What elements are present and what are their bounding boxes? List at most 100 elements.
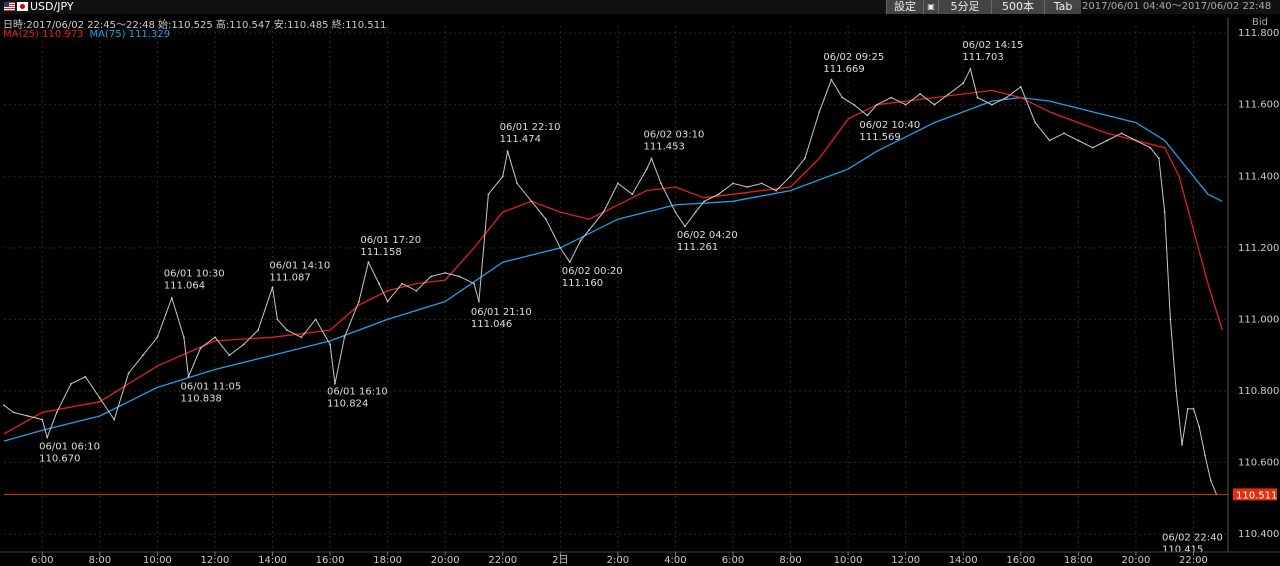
- price-point: [588, 229, 590, 231]
- price-point: [187, 375, 190, 378]
- x-tick-label: 14:00: [258, 555, 287, 566]
- annotation-value: 111.064: [164, 281, 205, 292]
- price-point: [866, 114, 869, 117]
- price-point: [386, 300, 389, 303]
- price-point: [804, 157, 806, 160]
- series-layer: [3, 67, 1228, 496]
- annotation-time: 06/01 14:10: [269, 260, 330, 271]
- x-tick-label: 20:00: [431, 555, 460, 566]
- price-point: [183, 336, 185, 339]
- x-tick-label: 6:00: [31, 555, 53, 566]
- price-point: [969, 68, 972, 70]
- y-tick-label: 110.400: [1238, 529, 1279, 540]
- annotation-value: 111.087: [269, 272, 310, 283]
- annotation-time: 06/01 06:10: [39, 441, 100, 452]
- price-point: [1019, 85, 1022, 88]
- price-point: [367, 261, 370, 264]
- annotation-value: 110.415: [1162, 545, 1203, 556]
- price-point: [156, 336, 159, 339]
- price-point: [830, 78, 833, 81]
- annotation-time: 06/02 04:20: [677, 230, 738, 241]
- price-point: [1034, 121, 1037, 124]
- annotation-value: 111.158: [360, 247, 401, 258]
- price-point: [568, 261, 571, 264]
- x-tick-label: 4:00: [664, 555, 686, 566]
- current-price-label: 110.511: [1236, 490, 1277, 501]
- y-tick-label: 110.800: [1238, 386, 1279, 397]
- annotation-time: 06/02 10:40: [859, 120, 920, 131]
- ma75-legend: MA(75) 111.329: [89, 29, 171, 40]
- tab-button[interactable]: Tab: [1044, 0, 1081, 14]
- price-point: [378, 282, 380, 285]
- ma25-line: [3, 89, 1223, 435]
- y-tick-label: 111.400: [1238, 171, 1279, 182]
- price-point: [717, 193, 720, 196]
- annotation-value: 110.838: [180, 393, 221, 404]
- price-point: [876, 103, 878, 106]
- price-point: [933, 103, 936, 106]
- y-tick-label: 111.800: [1238, 28, 1279, 39]
- annotation-time: 06/01 17:20: [360, 235, 421, 246]
- price-point: [559, 247, 562, 249]
- price-point: [660, 182, 662, 185]
- price-point: [602, 211, 605, 214]
- price-point: [746, 186, 749, 188]
- x-axis: 6:00 8:00 10:00 12:00 14:00 16:00 18:00 20:00 22…: [0, 551, 1280, 566]
- price-point: [271, 286, 274, 289]
- bar-count-select[interactable]: 500本: [991, 0, 1044, 14]
- price-point: [343, 336, 346, 339]
- x-tick-label: 8:00: [89, 555, 111, 566]
- price-point: [444, 272, 447, 274]
- price-point: [98, 397, 101, 399]
- currency-pair: USD/JPY: [4, 0, 74, 14]
- ohlc-info: 日時:2017/06/02 22:45～22:48 始:110.525 高:11…: [3, 20, 387, 31]
- y-tick-label: 110.600: [1238, 458, 1279, 469]
- settings-button[interactable]: 設定: [886, 0, 923, 14]
- pair-label: USD/JPY: [30, 0, 74, 13]
- y-tick-label: 111.200: [1238, 243, 1279, 254]
- annotation-time: 06/01 16:10: [327, 386, 388, 397]
- price-point: [732, 182, 734, 185]
- price-point: [684, 225, 686, 228]
- price-point: [1077, 139, 1080, 142]
- y-tick-label: 111.600: [1238, 100, 1279, 111]
- price-point: [401, 282, 403, 285]
- price-point: [276, 318, 279, 321]
- jp-flag-icon: [17, 2, 28, 11]
- menu-icon[interactable]: ▣: [923, 0, 938, 14]
- annotation-time: 06/02 03:10: [644, 129, 705, 140]
- x-tick-label: 22:00: [488, 555, 517, 566]
- price-point: [694, 211, 697, 214]
- x-tick-label: 16:00: [1006, 555, 1035, 566]
- price-point: [1186, 408, 1189, 410]
- x-tick-label: 2:00: [607, 555, 629, 566]
- annotation-value: 110.670: [39, 453, 80, 464]
- x-tick-label: 2日: [552, 555, 568, 566]
- price-point: [429, 275, 432, 278]
- price-point: [1163, 211, 1166, 214]
- price-point: [645, 168, 648, 171]
- price-point: [545, 218, 547, 221]
- price-point: [1204, 454, 1206, 457]
- price-point: [478, 300, 480, 303]
- price-point: [286, 329, 288, 331]
- interval-select[interactable]: 5分足: [938, 0, 991, 14]
- price-point: [1149, 146, 1152, 149]
- annotation-time: 06/02 09:25: [823, 52, 884, 63]
- annotation-time: 06/02 22:40: [1162, 533, 1223, 544]
- price-point: [46, 436, 49, 439]
- price-point: [516, 182, 518, 185]
- price-point: [199, 347, 202, 349]
- x-tick-label: 14:00: [949, 555, 978, 566]
- annotation-value: 111.046: [471, 319, 512, 330]
- price-point: [1192, 408, 1195, 410]
- price-point: [789, 175, 792, 178]
- price-point: [314, 318, 317, 321]
- price-point: [579, 239, 582, 242]
- price-point: [1048, 139, 1051, 142]
- price-point: [1181, 443, 1183, 446]
- price-point: [501, 175, 504, 178]
- price-point: [853, 103, 855, 106]
